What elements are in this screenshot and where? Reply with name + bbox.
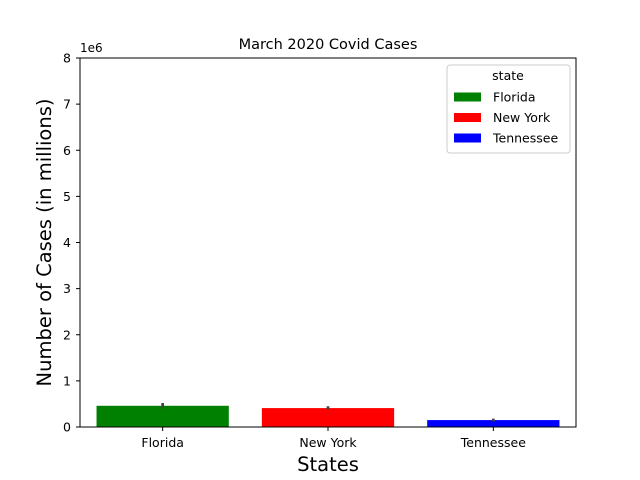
y-tick-label: 5	[63, 189, 71, 204]
x-tick-label: New York	[299, 435, 357, 450]
legend-label: Tennessee	[492, 131, 558, 146]
legend-entries: Florida New York Tennessee	[454, 90, 558, 146]
bars-group	[96, 405, 560, 427]
y-tick-label: 0	[63, 420, 71, 435]
legend-swatch-new-york	[454, 113, 481, 122]
bar-florida	[96, 405, 229, 427]
x-axis-label: States	[297, 453, 359, 476]
y-tick-label: 2	[63, 327, 71, 342]
y-offset-label: 1e6	[80, 41, 103, 55]
y-tick-label: 7	[63, 97, 71, 112]
legend-box	[446, 64, 571, 154]
legend-label: Florida	[493, 90, 536, 105]
y-axis: 0 1 2 3 4 5 6 7 8	[63, 51, 80, 435]
y-tick-label: 6	[63, 143, 71, 158]
legend-swatch-tennessee	[454, 133, 481, 143]
legend-title: state	[492, 68, 524, 83]
y-tick-label: 4	[63, 235, 71, 250]
x-tick-label: Tennessee	[460, 435, 526, 450]
chart-title: March 2020 Covid Cases	[239, 37, 418, 53]
x-tick-label: Florida	[141, 435, 184, 450]
y-tick-label: 8	[63, 51, 71, 66]
y-tick-label: 1	[63, 373, 71, 388]
x-axis: Florida New York Tennessee	[141, 427, 526, 450]
legend: state Florida New York Tennessee	[446, 64, 571, 154]
error-bars-group	[161, 403, 495, 422]
legend-swatch-florida	[454, 92, 481, 102]
plot-frame	[79, 57, 577, 428]
y-axis-label: Number of Cases (in millions)	[33, 99, 56, 387]
bar-new-york	[261, 408, 395, 427]
legend-label: New York	[493, 110, 551, 125]
y-tick-label: 3	[63, 281, 71, 296]
bar-tennessee	[427, 420, 560, 427]
